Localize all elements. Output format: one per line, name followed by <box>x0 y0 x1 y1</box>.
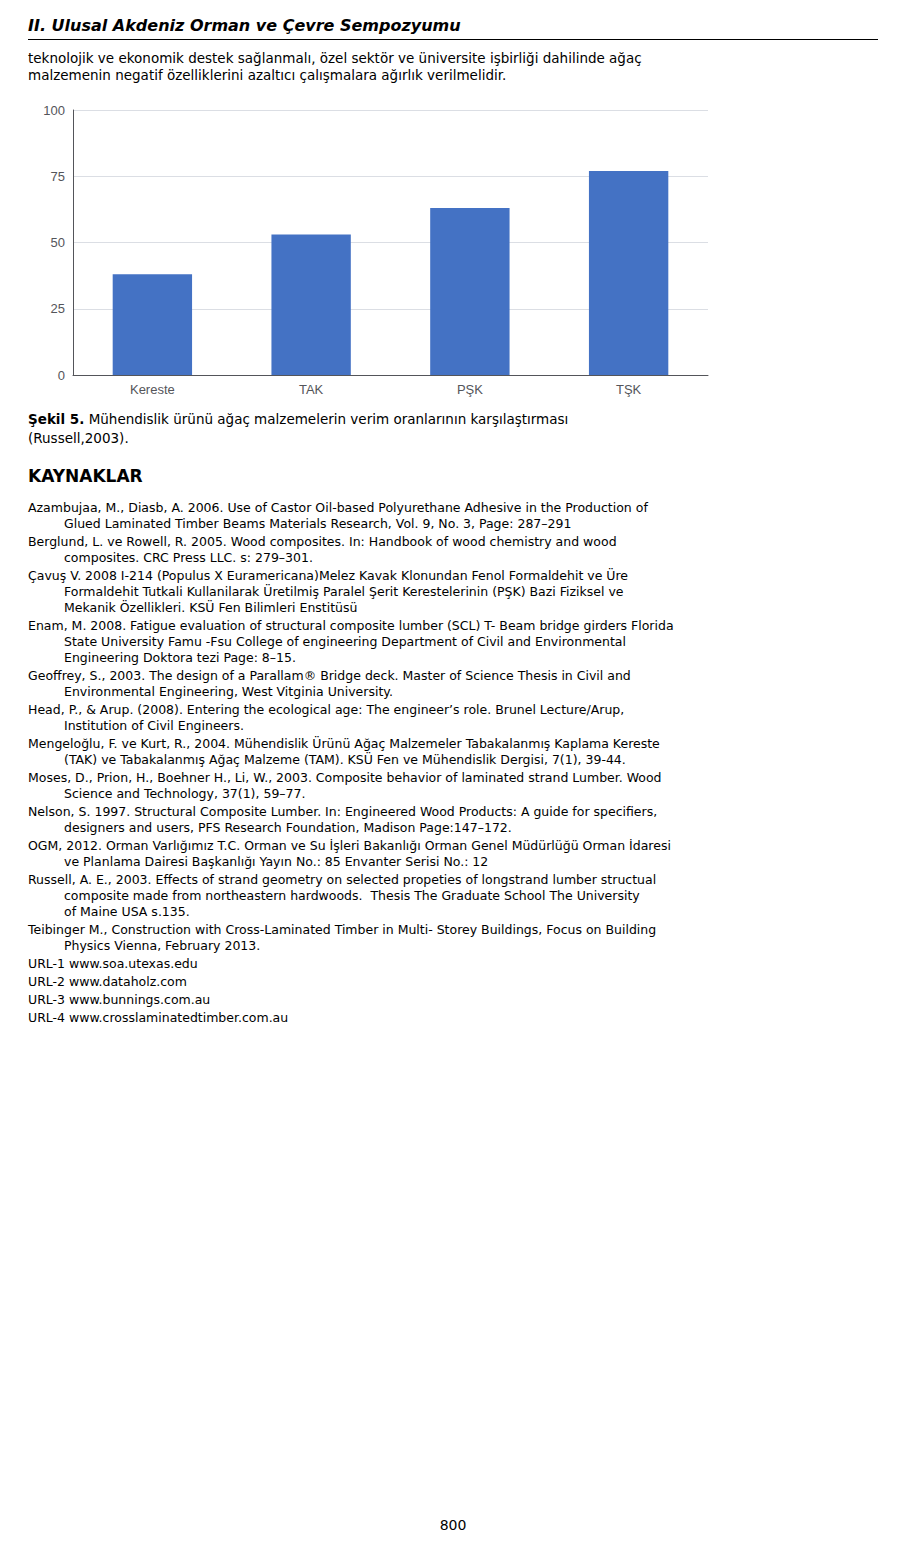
html-text:Geoffrey, S., 2003. The design: Geoffrey, S., 2003. The design of a Para… <box>28 668 631 683</box>
html-text:URL-3 www.bunnings.com.au: URL-3 www.bunnings.com.au <box>28 992 211 1007</box>
svg-text:TŞK: TŞK <box>616 382 642 397</box>
html-text:State University Famu -Fsu Col: State University Famu -Fsu College of en… <box>64 634 626 649</box>
html-text:Institution of Civil Engineers: Institution of Civil Engineers. <box>64 718 244 733</box>
html-text:Enam, M. 2008. Fatigue evaluat: Enam, M. 2008. Fatigue evaluation of str… <box>28 618 674 633</box>
svg-text:TAK: TAK <box>299 382 324 397</box>
html-text:Head, P., & Arup. (2008). Ente: Head, P., & Arup. (2008). Entering the e… <box>28 702 625 717</box>
html-text:Russell, A. E., 2003. Effects: Russell, A. E., 2003. Effects of strand … <box>28 872 657 887</box>
svg-text:25: 25 <box>51 301 65 316</box>
html-text:Formaldehit Tutkali Kullanilar: Formaldehit Tutkali Kullanilarak Üretilm… <box>64 584 624 599</box>
html-text:malzemenin negatif özellikleri: malzemenin negatif özelliklerini azaltıc… <box>28 67 507 83</box>
html-text:OGM, 2012. Orman Varlığımız T.: OGM, 2012. Orman Varlığımız T.C. Orman v… <box>28 838 671 853</box>
html-text:composites. CRC Press LLC. s:: composites. CRC Press LLC. s: 279–301. <box>64 550 313 565</box>
html-text:Environmental Engineering, Wes: Environmental Engineering, West Vitginia… <box>64 684 393 699</box>
html-text:II. Ulusal Akdeniz Orman ve Çe: II. Ulusal Akdeniz Orman ve Çevre Sempoz… <box>28 16 461 35</box>
html-text:URL-2 www.dataholz.com: URL-2 www.dataholz.com <box>28 974 187 989</box>
html-text:composite made from northeaste: composite made from northeastern hardwoo… <box>64 888 640 903</box>
svg-text:75: 75 <box>51 169 65 184</box>
html-text:Çavuş V. 2008 I-214 (Populus X: Çavuş V. 2008 I-214 (Populus X Eurameric… <box>28 568 628 583</box>
html-text:Azambujaa, M., Diasb, A. 2006.: Azambujaa, M., Diasb, A. 2006. Use of Ca… <box>28 500 648 515</box>
html-text:Mekanik Özellikleri. KSÜ Fen B: Mekanik Özellikleri. KSÜ Fen Bilimleri E… <box>64 600 358 615</box>
html-text:800: 800 <box>439 1517 467 1533</box>
html-text:(TAK) ve Tabakalanmış Ağaç Mal: (TAK) ve Tabakalanmış Ağaç Malzeme (TAM)… <box>64 752 626 767</box>
html-text:Science and Technology, 37(1),: Science and Technology, 37(1), 59–77. <box>64 786 306 801</box>
html-text:Engineering Doktora tezi Page:: Engineering Doktora tezi Page: 8–15. <box>64 650 296 665</box>
html-text:Nelson, S. 1997. Structural Co: Nelson, S. 1997. Structural Composite Lu… <box>28 804 658 819</box>
html-text:teknolojik ve ekonomik destek: teknolojik ve ekonomik destek sağlanmalı… <box>28 50 642 66</box>
html-text:URL-1 www.soa.utexas.edu: URL-1 www.soa.utexas.edu <box>28 956 198 971</box>
html-text:(Russell,2003).: (Russell,2003). <box>28 430 129 446</box>
html-text:of Maine USA s.135.: of Maine USA s.135. <box>64 904 190 919</box>
html-text:designers and users, PFS Resea: designers and users, PFS Research Founda… <box>64 820 512 835</box>
svg-text:0: 0 <box>58 368 65 383</box>
svg-text:100: 100 <box>43 103 65 118</box>
html-text:KAYNAKLAR: KAYNAKLAR <box>28 466 143 486</box>
svg-text:50: 50 <box>51 235 65 250</box>
html-text:Teibinger M., Construction wit: Teibinger M., Construction with Cross-La… <box>28 922 657 937</box>
html-text:Glued Laminated Timber Beams M: Glued Laminated Timber Beams Materials R… <box>64 516 572 531</box>
html-text:Physics Vienna, February 2013.: Physics Vienna, February 2013. <box>64 938 261 953</box>
html-text:Mengeloğlu, F. ve Kurt, R., 20: Mengeloğlu, F. ve Kurt, R., 2004. Mühend… <box>28 736 660 751</box>
svg-text:PŞK: PŞK <box>457 382 483 397</box>
svg-text:Kereste: Kereste <box>130 382 175 397</box>
html-text:Moses, D., Prion, H., Boehner: Moses, D., Prion, H., Boehner H., Li, W.… <box>28 770 662 785</box>
html-text:ve Planlama Dairesi Başkanlığı: ve Planlama Dairesi Başkanlığı Yayın No.… <box>64 854 489 869</box>
html-text:URL-4 www.crosslaminatedtimber: URL-4 www.crosslaminatedtimber.com.au <box>28 1010 289 1025</box>
html-text:Şekil 5. Mühendislik ürünü ağa: Şekil 5. Mühendislik ürünü ağaç malzemel… <box>28 411 569 427</box>
html-text:Berglund, L. ve Rowell, R. 200: Berglund, L. ve Rowell, R. 2005. Wood co… <box>28 534 617 549</box>
